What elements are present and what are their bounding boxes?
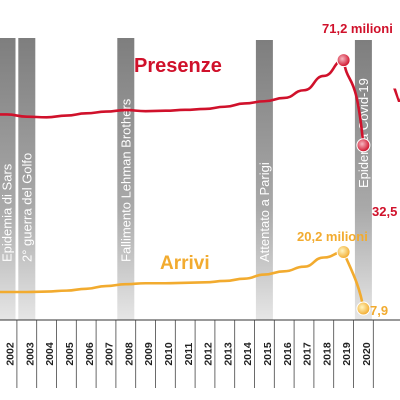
x-tick-label: 2005 xyxy=(64,342,76,366)
x-tick-label: 2009 xyxy=(143,342,155,366)
x-tick-label: 2017 xyxy=(302,342,314,366)
event-band-2003 xyxy=(18,38,36,320)
event-label-2015: Attentato a Parigi xyxy=(257,162,272,262)
event-band-2015 xyxy=(255,40,273,320)
x-tick-label: 2016 xyxy=(282,342,294,366)
x-tick-label: 2020 xyxy=(361,342,373,366)
x-tick-label: 2018 xyxy=(321,342,333,366)
data-label-arrivi-2019: 20,2 milioni xyxy=(297,229,368,244)
data-label-presenze-2019: 71,2 milioni xyxy=(322,21,393,36)
series-line-presenze-drop xyxy=(342,59,365,146)
event-band-2002 xyxy=(0,38,16,320)
x-tick-label: 2013 xyxy=(222,342,234,366)
partial-label: V xyxy=(393,86,400,107)
x-tick-label: 2012 xyxy=(203,342,215,366)
x-tick-label: 2015 xyxy=(262,342,274,366)
data-point-presenze-2020 xyxy=(356,138,371,153)
x-tick-label: 2003 xyxy=(24,342,36,366)
data-point-presenze-2019 xyxy=(336,53,351,68)
chart-labels: Presenze Arrivi 71,2 milioni 32,5 20,2 milio… xyxy=(134,21,400,318)
x-tick-label: 2011 xyxy=(183,342,195,365)
x-tick-label: 2007 xyxy=(104,342,116,366)
x-tick-label: 2008 xyxy=(123,342,135,366)
x-tick-label: 2002 xyxy=(5,342,17,366)
series-lines xyxy=(0,53,371,316)
x-tick-label: 2006 xyxy=(84,342,96,366)
event-label-2002: Epidemia di Sars xyxy=(0,163,15,262)
x-tick-label: 2010 xyxy=(163,342,175,366)
x-axis: 2002 2003 2004 2005 2006 2007 2008 2009 2010 2011… xyxy=(0,319,400,388)
data-label-arrivi-2020: 7,9 xyxy=(370,303,388,318)
x-tick-label: 2014 xyxy=(242,342,254,366)
series-line-arrivi xyxy=(0,250,344,294)
x-tick-label: 2004 xyxy=(44,342,56,366)
x-tick-label: 2019 xyxy=(341,342,353,366)
series-label-arrivi: Arrivi xyxy=(160,253,210,274)
event-label-2003: 2° guerra del Golfo xyxy=(19,153,34,262)
data-label-presenze-2020: 32,5 xyxy=(372,204,397,219)
event-band-2008 xyxy=(117,38,135,320)
data-point-arrivi-2019 xyxy=(336,244,351,259)
data-point-arrivi-2020 xyxy=(356,301,371,316)
event-label-2008: Fallimento Lehman Brothers xyxy=(118,98,133,262)
series-label-presenze: Presenze xyxy=(134,55,222,77)
series-line-presenze xyxy=(0,58,344,119)
